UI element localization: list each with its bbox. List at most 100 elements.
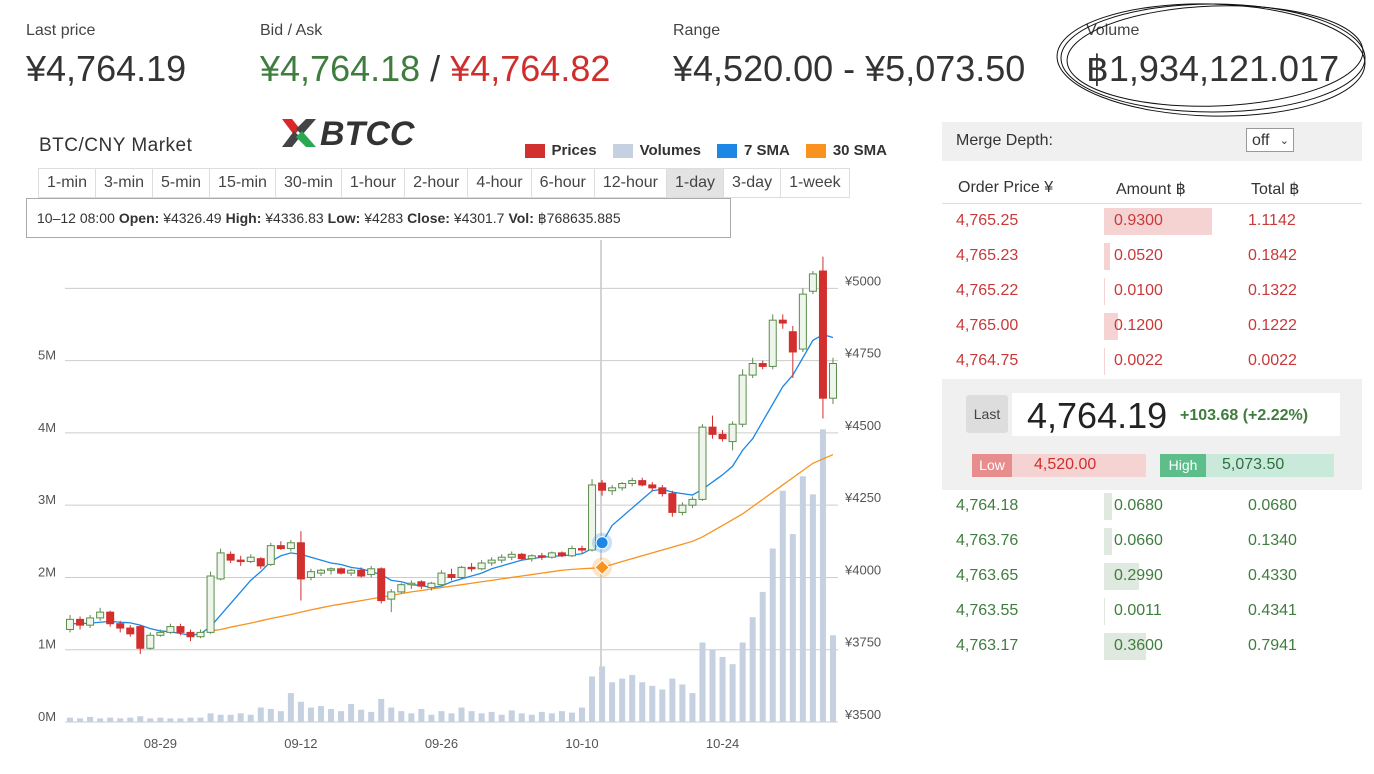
candle-body <box>778 319 787 324</box>
candle-body <box>397 584 406 593</box>
interval-button[interactable]: 12-hour <box>595 169 668 197</box>
interval-button[interactable]: 6-hour <box>532 169 595 197</box>
volume-bar <box>257 707 264 722</box>
candle-body <box>537 555 546 558</box>
tooltip-time: 10–12 08:00 <box>37 210 115 226</box>
interval-bar: 1-min 3-min 5-min 15-min 30-min 1-hour 2-hour 4… <box>38 168 850 198</box>
market-title: BTC/CNY Market <box>39 135 193 156</box>
book-row: 4,765.25 0.9300 1.1142 <box>942 204 1362 239</box>
merge-select[interactable]: off ⌄ <box>1246 128 1294 152</box>
interval-button[interactable]: 1-min <box>39 169 97 197</box>
interval-button[interactable]: 2-hour <box>405 169 469 197</box>
logo-part <box>282 119 300 135</box>
x-tick-label: 08-29 <box>144 736 177 751</box>
volume-bar <box>247 714 254 722</box>
candle-body <box>788 331 797 353</box>
candle-body <box>708 426 717 435</box>
legend-label: Volumes <box>639 142 701 159</box>
volume-bar <box>297 701 304 722</box>
last-label: Last <box>966 395 1008 433</box>
stat-value: ¥4,520.00 - ¥5,073.50 <box>673 48 1026 89</box>
price: 4,763.17 <box>956 637 1019 654</box>
separator: / <box>430 48 441 89</box>
tooltip-label: Vol: <box>508 210 534 226</box>
legend-swatch <box>524 143 545 158</box>
logo-part <box>296 119 316 135</box>
x-tick-label: 10-10 <box>565 736 598 751</box>
volume-bar <box>809 494 816 722</box>
legend-swatch <box>612 143 633 158</box>
candle-body <box>678 504 687 513</box>
volume-bar <box>207 713 214 722</box>
candle-body <box>246 556 255 563</box>
volume-bar <box>167 718 174 722</box>
volume-bar <box>789 534 796 722</box>
depth-bar <box>1104 243 1111 270</box>
y-tick-label: ¥3750 <box>844 635 881 650</box>
interval-button[interactable]: 3-min <box>96 169 154 197</box>
volume-bar <box>177 718 184 722</box>
candle-body <box>96 611 105 619</box>
price: 4,765.23 <box>956 247 1019 264</box>
y-tick-label: ¥3500 <box>844 707 881 722</box>
total: 0.1222 <box>1248 317 1297 334</box>
volume-bar <box>157 717 164 722</box>
candle-body <box>798 293 807 350</box>
candle-body <box>808 273 817 292</box>
volume-bar <box>568 712 575 722</box>
interval-button[interactable]: 5-min <box>153 169 211 197</box>
volume-bar <box>398 711 405 722</box>
volume-bar <box>478 713 485 722</box>
volume-bar <box>87 716 94 722</box>
column-header: Amount ฿ <box>1116 181 1186 198</box>
interval-button[interactable]: 4-hour <box>468 169 532 197</box>
volume-bar <box>769 548 776 722</box>
depth-bar <box>1104 528 1112 555</box>
depth-bar <box>1104 633 1146 660</box>
interval-button[interactable]: 30-min <box>276 169 342 197</box>
y2-tick-label: 2M <box>38 564 56 579</box>
price: 4,764.75 <box>956 352 1019 369</box>
volume-bar <box>829 635 836 722</box>
y-tick-label: ¥4750 <box>844 346 881 361</box>
price: 4,763.76 <box>956 532 1019 549</box>
total: 0.4330 <box>1248 567 1297 584</box>
candle-body <box>507 553 516 558</box>
volume-bar <box>287 693 294 722</box>
candle-body <box>828 363 837 399</box>
interval-button[interactable]: 3-day <box>724 169 782 197</box>
interval-button[interactable]: 1-day <box>667 169 725 197</box>
interval-button[interactable]: 15-min <box>210 169 276 197</box>
candle-body <box>196 631 205 638</box>
volume-bar <box>528 714 535 722</box>
last-panel: Last 4,764.19 +103.68 (+2.22%) Low 4,520… <box>942 379 1362 490</box>
volume-bar <box>508 710 515 722</box>
volume-bar <box>558 711 565 722</box>
interval-button[interactable]: 1-week <box>789 174 841 191</box>
price: 4,765.22 <box>956 282 1019 299</box>
last-box: 4,764.19 +103.68 (+2.22%) <box>1012 393 1340 436</box>
candle-body <box>487 559 496 564</box>
y2-tick-label: 4M <box>38 420 56 435</box>
volume-bar <box>739 642 746 722</box>
volume-bar <box>689 693 696 722</box>
merge-value: off <box>1252 132 1270 149</box>
last-price: 4,764.19 <box>1027 395 1168 436</box>
candle-body <box>768 319 777 367</box>
candle-body <box>176 626 185 633</box>
scribble-line <box>1056 3 1366 117</box>
x-tick-label: 09-26 <box>425 736 458 751</box>
y-tick-label: ¥5000 <box>844 273 881 288</box>
amount: 0.2990 <box>1114 567 1163 584</box>
book-row: 4,765.23 0.0520 0.1842 <box>942 239 1362 274</box>
stat-value: ¥4,764.19 <box>26 48 187 89</box>
interval-button[interactable]: 1-hour <box>342 169 406 197</box>
volume-bar <box>609 682 616 722</box>
candle-body <box>76 618 85 626</box>
candle-body <box>407 582 416 586</box>
stat-label: Range <box>673 22 721 39</box>
candle-body <box>186 631 195 638</box>
volume-bar <box>428 714 435 722</box>
volume-bar <box>237 713 244 722</box>
tooltip-label: Open: <box>118 210 160 226</box>
